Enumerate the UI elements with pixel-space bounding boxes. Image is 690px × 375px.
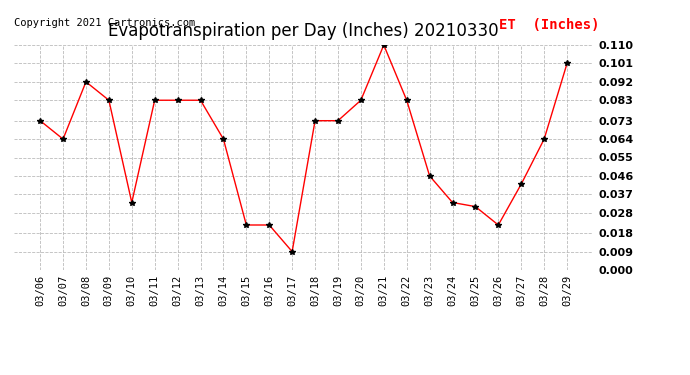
Text: ET  (Inches): ET (Inches) xyxy=(499,18,599,32)
Text: Copyright 2021 Cartronics.com: Copyright 2021 Cartronics.com xyxy=(14,18,195,28)
Text: Evapotranspiration per Day (Inches) 20210330: Evapotranspiration per Day (Inches) 2021… xyxy=(108,22,499,40)
